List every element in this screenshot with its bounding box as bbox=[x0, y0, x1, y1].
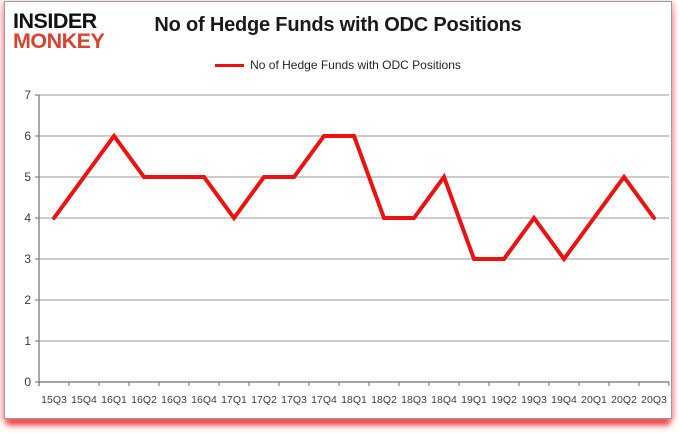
x-axis-tick-label: 18Q4 bbox=[431, 394, 457, 406]
x-axis-tick-label: 20Q3 bbox=[641, 394, 667, 406]
axes bbox=[38, 95, 669, 386]
x-axis-tick-label: 17Q1 bbox=[221, 394, 247, 406]
y-axis-tick-label: 7 bbox=[24, 88, 31, 102]
y-axis-tick-label: 2 bbox=[24, 293, 31, 307]
x-axis-tick-label: 18Q2 bbox=[371, 394, 397, 406]
x-axis-tick-label: 17Q4 bbox=[311, 394, 337, 406]
x-axis-tick-label: 19Q4 bbox=[551, 394, 577, 406]
x-axis-tick-label: 15Q4 bbox=[71, 394, 97, 406]
legend-label: No of Hedge Funds with ODC Positions bbox=[250, 58, 461, 72]
x-axis-tick-label: 19Q2 bbox=[491, 394, 517, 406]
y-axis-tick-label: 3 bbox=[24, 252, 31, 266]
legend-line-swatch-icon bbox=[215, 63, 245, 67]
line-chart-plot-area: 0 1 2 3 4 5 6 7 15Q3 15Q4 16Q1 16Q2 16Q3 16Q4 17Q1 17Q2… bbox=[24, 88, 670, 406]
x-axis-tick-label: 18Q1 bbox=[341, 394, 367, 406]
chart-card: INSIDER MONKEY No of Hedge Funds with OD… bbox=[4, 1, 672, 419]
x-axis-tick-label: 20Q2 bbox=[611, 394, 637, 406]
insider-monkey-logo: INSIDER MONKEY bbox=[13, 9, 105, 54]
x-axis-tick-label: 16Q2 bbox=[131, 394, 157, 406]
x-axis-tick-label: 17Q3 bbox=[281, 394, 307, 406]
y-axis-tick-label: 5 bbox=[24, 170, 31, 184]
x-axis-tick-label: 16Q1 bbox=[101, 394, 127, 406]
x-axis-tick-label: 18Q3 bbox=[401, 394, 427, 406]
y-axis-tick-label: 6 bbox=[24, 129, 31, 143]
y-gridlines bbox=[39, 94, 669, 342]
logo-line1: INSIDER bbox=[13, 9, 97, 33]
x-axis-tick-label: 15Q3 bbox=[41, 394, 67, 406]
x-axis-tick-label: 19Q1 bbox=[461, 394, 487, 406]
x-axis-tick-label: 19Q3 bbox=[521, 394, 547, 406]
y-axis-tick-label: 4 bbox=[24, 211, 31, 225]
chart-title: No of Hedge Funds with ODC Positions bbox=[154, 14, 522, 36]
x-axis-tick-label: 16Q3 bbox=[161, 394, 187, 406]
x-axis-tick-label: 20Q1 bbox=[581, 394, 607, 406]
x-axis-tick-label: 17Q2 bbox=[251, 394, 277, 406]
chart-legend: No of Hedge Funds with ODC Positions bbox=[5, 58, 671, 72]
y-axis-tick-label: 0 bbox=[24, 375, 31, 389]
x-axis-labels: 15Q3 15Q4 16Q1 16Q2 16Q3 16Q4 17Q1 17Q2 17Q3 17Q4… bbox=[41, 394, 667, 406]
y-axis-tick-label: 1 bbox=[24, 334, 31, 348]
series-line bbox=[52, 132, 656, 263]
axis-ticks bbox=[35, 94, 670, 386]
y-axis-labels: 0 1 2 3 4 5 6 7 bbox=[24, 88, 31, 389]
x-axis-tick-label: 16Q4 bbox=[191, 394, 217, 406]
logo-line2: MONKEY bbox=[13, 29, 105, 54]
